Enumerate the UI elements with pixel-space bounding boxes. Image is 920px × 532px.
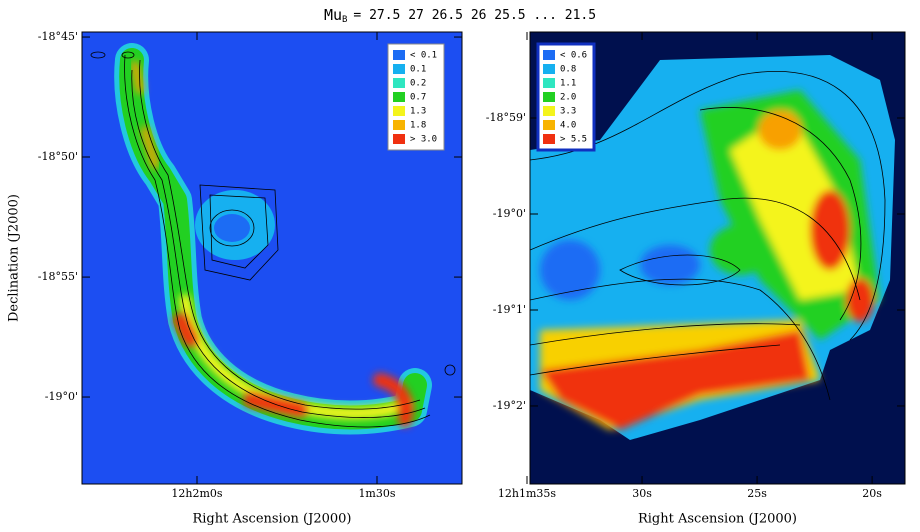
legend-label: < 0.6 bbox=[560, 51, 587, 61]
x-tick-label: 25s bbox=[747, 487, 767, 500]
y-tick-label: -18°50' bbox=[38, 150, 78, 163]
y-tick-label: -18°55' bbox=[38, 270, 78, 283]
y-axis-label: Declination (J2000) bbox=[7, 194, 22, 322]
title-rest: = 27.5 27 26.5 26 25.5 ... 21.5 bbox=[353, 8, 596, 23]
figure-title: MuB = 27.5 27 26.5 26 25.5 ... 21.5 bbox=[324, 6, 596, 25]
x-tick-label: 1m30s bbox=[358, 487, 395, 500]
legend-label: 0.1 bbox=[410, 65, 426, 75]
y-tick-label: -19°0' bbox=[493, 207, 526, 220]
legend-label: 3.3 bbox=[560, 107, 576, 117]
legend-swatch bbox=[393, 134, 405, 144]
legend-label: 0.7 bbox=[410, 93, 426, 103]
x-tick-label: 30s bbox=[632, 487, 652, 500]
x-axis-label: Right Ascension (J2000) bbox=[192, 512, 351, 527]
legend-swatch bbox=[393, 92, 405, 102]
legend-label: < 0.1 bbox=[410, 51, 437, 61]
legend-label: > 3.0 bbox=[410, 135, 437, 145]
legend-swatch bbox=[543, 106, 555, 116]
legend-label: 1.8 bbox=[410, 121, 426, 131]
legend-swatch bbox=[393, 78, 405, 88]
y-tick-label: -19°0' bbox=[45, 390, 78, 403]
y-tick-label: -18°59' bbox=[486, 111, 526, 124]
legend-swatch bbox=[543, 92, 555, 102]
legend-swatch bbox=[543, 50, 555, 60]
plot-frame bbox=[529, 31, 906, 485]
legend-swatch bbox=[543, 64, 555, 74]
legend-swatch bbox=[543, 134, 555, 144]
y-tick-label: -18°45' bbox=[38, 30, 78, 43]
legend-label: 2.0 bbox=[560, 93, 576, 103]
y-tick-label: -19°2' bbox=[493, 399, 526, 412]
plot-frame bbox=[81, 31, 463, 485]
legend-label: > 5.5 bbox=[560, 135, 587, 145]
legend: < 0.6 0.8 1.1 2.0 3.3 4.0 > 5.5 bbox=[536, 42, 596, 152]
x-axis-label: Right Ascension (J2000) bbox=[638, 512, 797, 527]
title-symbol: Mu bbox=[324, 6, 342, 24]
legend-swatch bbox=[393, 50, 405, 60]
legend-label: 1.3 bbox=[410, 107, 426, 117]
legend-swatch bbox=[393, 106, 405, 116]
x-tick-label: 12h1m35s bbox=[498, 487, 557, 500]
legend-swatch bbox=[393, 64, 405, 74]
legend-swatch bbox=[393, 120, 405, 130]
x-tick-label: 20s bbox=[862, 487, 882, 500]
legend: < 0.1 0.1 0.2 0.7 1.3 1.8 > 3.0 bbox=[387, 43, 445, 151]
x-tick-label: 12h2m0s bbox=[171, 487, 223, 500]
legend-label: 1.1 bbox=[560, 79, 576, 89]
legend-label: 0.8 bbox=[560, 65, 576, 75]
legend-swatch bbox=[543, 78, 555, 88]
title-subscript: B bbox=[342, 15, 347, 25]
legend-swatch bbox=[543, 120, 555, 130]
y-tick-label: -19°1' bbox=[493, 303, 526, 316]
legend-label: 0.2 bbox=[410, 79, 426, 89]
legend-label: 4.0 bbox=[560, 121, 576, 131]
